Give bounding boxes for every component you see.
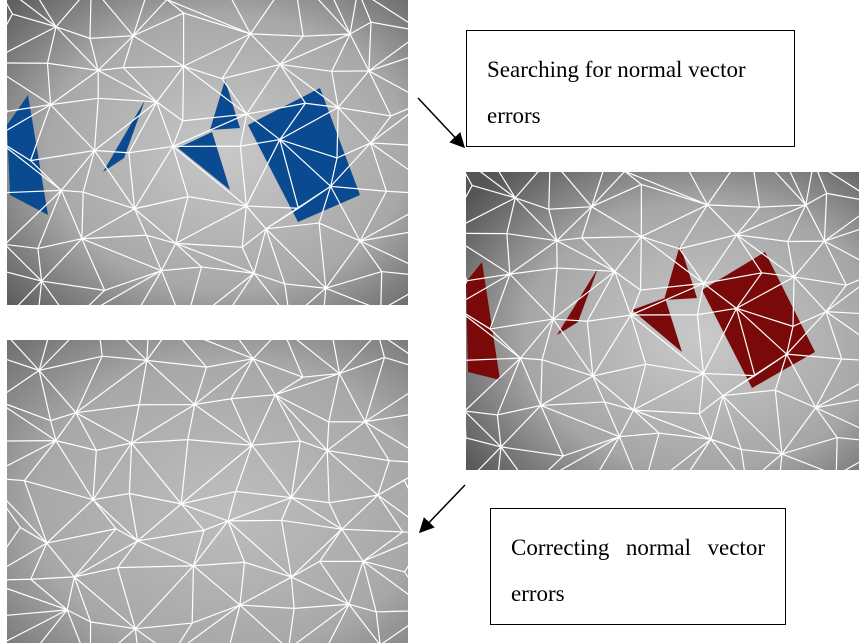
arrow — [420, 485, 465, 532]
arrow — [418, 98, 464, 147]
mesh-background — [7, 340, 408, 643]
label-correct: Correcting normal vector errors — [490, 508, 786, 625]
mesh-image-detected — [446, 144, 859, 499]
mesh-image-corrected — [0, 311, 438, 643]
figure: Searching for normal vector errors Corre… — [0, 0, 859, 643]
label-search: Searching for normal vector errors — [466, 30, 795, 147]
mesh-image-search — [0, 0, 444, 334]
